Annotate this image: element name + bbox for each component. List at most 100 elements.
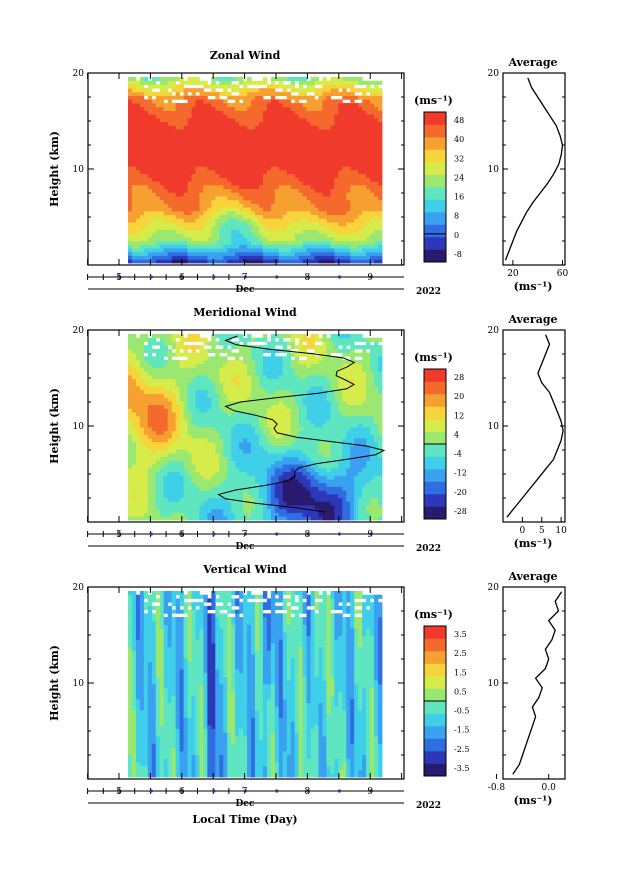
heatmap-cell — [167, 438, 173, 443]
heatmap-cell — [227, 438, 232, 443]
heatmap-cell — [239, 423, 244, 428]
heatmap-cell — [330, 248, 335, 253]
heatmap-cell — [128, 95, 133, 100]
heatmap-cell — [294, 233, 300, 238]
heatmap-cell — [215, 196, 220, 201]
heatmap-cell — [151, 196, 157, 201]
heatmap-cell — [199, 203, 204, 208]
heatmap-cell — [338, 222, 343, 227]
heatmap-cell — [219, 192, 224, 197]
heatmap-cell — [330, 132, 335, 137]
heatmap-cell — [147, 393, 153, 398]
heatmap-cell — [247, 166, 252, 171]
heatmap-cell — [211, 505, 216, 510]
heatmap-cell — [235, 188, 240, 193]
heatmap-cell — [207, 430, 212, 435]
heatmap-cell — [211, 497, 216, 502]
heatmap-cell — [282, 248, 288, 253]
heatmap-cell — [131, 445, 137, 450]
heatmap-cell — [215, 382, 220, 387]
heatmap-cell — [147, 162, 153, 167]
heatmap-cell — [354, 140, 359, 145]
heatmap-cell — [314, 114, 319, 119]
heatmap-cell — [203, 371, 208, 376]
heatmap-cell — [211, 453, 216, 458]
heatmap-cell — [362, 240, 367, 245]
heatmap-cell — [378, 184, 383, 189]
heatmap-cell — [139, 467, 145, 473]
heatmap-cell — [302, 170, 307, 175]
heatmap-cell — [191, 203, 196, 208]
heatmap-cell — [131, 404, 137, 409]
heatmap-cell — [338, 218, 343, 223]
heatmap-cell — [183, 184, 188, 189]
heatmap-cell — [175, 460, 180, 465]
heatmap-cell — [262, 378, 268, 383]
heatmap-cell — [258, 184, 264, 189]
heatmap-cell — [128, 117, 133, 123]
heatmap-cell — [159, 382, 165, 387]
heatmap-cell — [215, 218, 220, 223]
heatmap-cell — [211, 482, 216, 487]
heatmap-cell — [231, 199, 236, 204]
heatmap-cell — [131, 386, 137, 391]
heatmap-cell — [143, 77, 149, 82]
heatmap-cell — [155, 170, 161, 175]
heatmap-cell — [350, 88, 355, 93]
heatmap-cell — [310, 129, 315, 134]
heatmap-cell — [239, 188, 244, 193]
heatmap-cell — [243, 136, 248, 141]
heatmap-cell — [227, 449, 232, 454]
heatmap-cell — [374, 248, 379, 253]
heatmap-cell — [302, 244, 307, 249]
heatmap-cell — [278, 121, 284, 126]
heatmap-cell — [346, 225, 351, 230]
heatmap-cell — [151, 129, 157, 134]
heatmap-cell — [294, 106, 300, 111]
heatmap-cell — [139, 501, 145, 506]
heatmap-cell — [318, 210, 323, 216]
heatmap-cell — [143, 378, 149, 383]
heatmap-cell — [175, 177, 180, 182]
heatmap-cell — [266, 203, 272, 208]
heatmap-cell — [163, 508, 169, 513]
heatmap-cell — [298, 192, 304, 197]
heatmap-cell — [159, 415, 165, 420]
heatmap-cell — [239, 203, 244, 208]
heatmap-cell — [147, 88, 153, 93]
heatmap-cell — [128, 84, 133, 89]
heatmap-cell — [310, 84, 315, 89]
heatmap-cell — [131, 225, 137, 230]
heatmap-cell — [211, 360, 216, 365]
heatmap-cell — [167, 493, 173, 499]
heatmap-cell — [258, 236, 264, 242]
heatmap-cell — [251, 397, 256, 402]
heatmap-cell — [286, 259, 292, 264]
heatmap-cell — [128, 240, 133, 245]
heatmap-cell — [274, 132, 280, 137]
heatmap-cell — [235, 479, 240, 484]
heatmap-cell — [195, 244, 200, 249]
heatmap-cell — [342, 91, 347, 96]
heatmap-cell — [342, 177, 347, 182]
heatmap-cell — [128, 199, 133, 204]
heatmap-cell — [270, 259, 276, 264]
heatmap-cell — [219, 490, 224, 495]
heatmap-cell — [362, 236, 367, 242]
heatmap-cell — [179, 218, 184, 223]
heatmap-cell — [155, 441, 161, 446]
colorbar-tick-label: -8 — [454, 250, 462, 259]
heatmap-cell — [290, 192, 296, 197]
heatmap-cell — [270, 408, 276, 413]
heatmap-cell — [251, 493, 256, 499]
heatmap-cell — [330, 184, 335, 189]
heatmap-cell — [195, 110, 200, 115]
heatmap-cell — [235, 423, 240, 428]
heatmap-cell — [219, 363, 224, 368]
heatmap-cell — [183, 493, 188, 499]
heatmap-cell — [342, 210, 347, 216]
x-tick-label: 7 — [242, 273, 248, 283]
heatmap-cell — [207, 233, 212, 238]
heatmap-cell — [302, 192, 307, 197]
heatmap-cell — [231, 501, 236, 506]
